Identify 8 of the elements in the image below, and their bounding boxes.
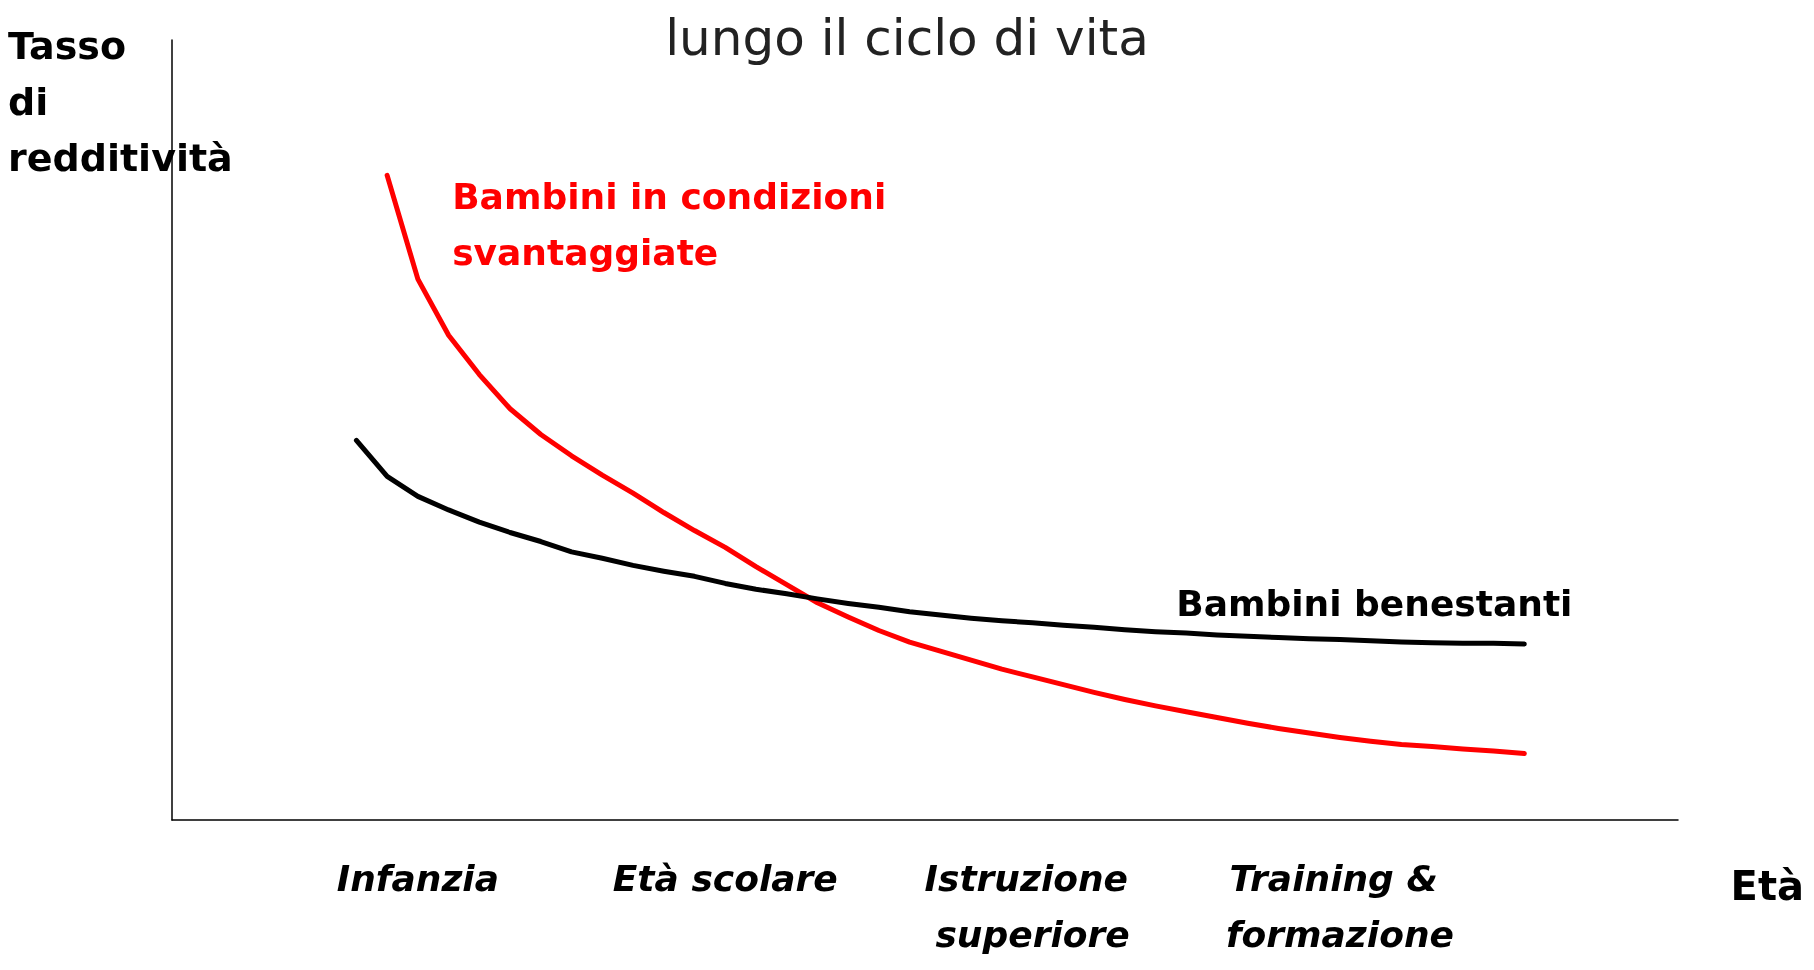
- series-label: Bambini in condizioni svantaggiate: [452, 175, 899, 273]
- x-tick-label: Infanzia: [336, 857, 499, 899]
- x-tick-label: Età scolare: [612, 857, 838, 899]
- x-axis-title: Età: [1730, 863, 1804, 909]
- series-label: Bambini benestanti: [1176, 582, 1573, 624]
- x-tick-label: Istruzione superiore: [924, 857, 1141, 955]
- chart-title: lungo il ciclo di vita: [665, 9, 1149, 67]
- x-tick-label: Training & formazione: [1225, 857, 1454, 955]
